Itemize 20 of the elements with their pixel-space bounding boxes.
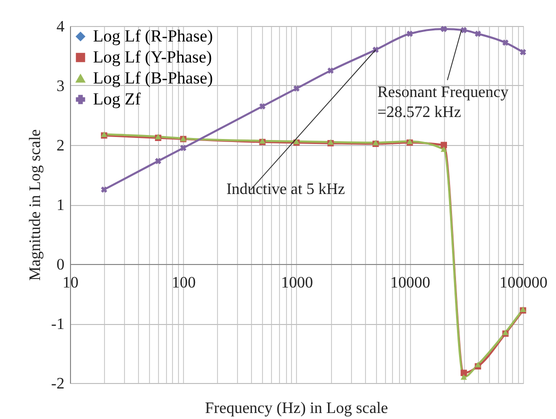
x-tick-label: 100 [172, 274, 196, 292]
legend-label: Log Lf (Y-Phase) [93, 48, 212, 66]
legend-label: Log Zf [93, 90, 142, 108]
y-tick-label: 3 [56, 78, 64, 95]
x-tick-label: 10 [62, 274, 78, 292]
legend-label: Log Lf (R-Phase) [93, 26, 213, 46]
x-tick-label: 1000 [281, 274, 313, 292]
y-axis-title: Magnitude in Log scale [27, 129, 44, 281]
annotation: Resonant Frequency =28.572 kHz [377, 84, 508, 122]
y-tick-label: 1 [56, 197, 64, 214]
legend-label: Log Lf (B-Phase) [93, 68, 213, 88]
y-tick-label: 4 [56, 18, 64, 36]
x-tick-label: 100000 [500, 274, 548, 292]
y-tick-label: 0 [56, 256, 64, 274]
x-axis-title: Frequency (Hz) in Log scale [204, 400, 388, 417]
y-tick-label: 2 [56, 138, 64, 154]
x-tick-label: 10000 [390, 274, 430, 292]
y-tick-label: -1 [51, 316, 64, 333]
annotation: Inductive at 5 kHz [226, 180, 345, 198]
y-tick-label: -2 [51, 376, 64, 392]
